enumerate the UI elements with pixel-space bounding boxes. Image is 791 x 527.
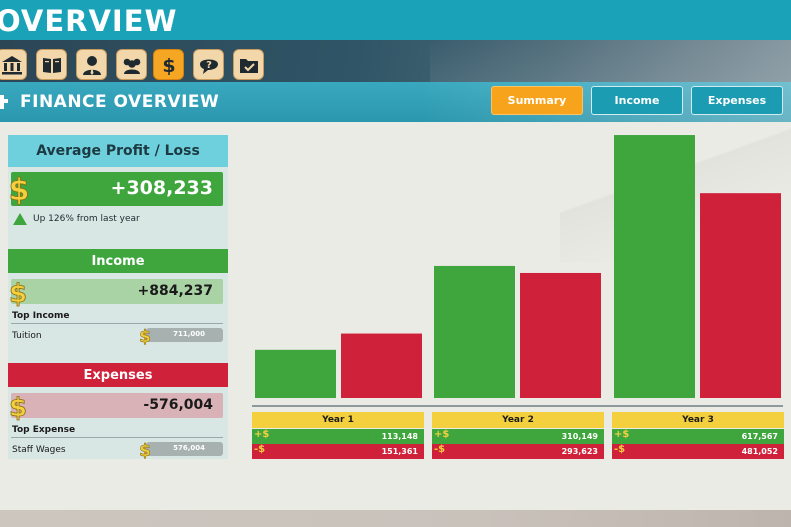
expenses-title: Expenses <box>8 363 228 387</box>
page-title: OVERVIEW <box>0 4 178 38</box>
expense-bar-1 <box>341 333 422 398</box>
year-label: Year 2 <box>432 412 604 428</box>
year-expense-row: -$ 481,052 <box>612 444 784 459</box>
year-card: Year 2 +$ 310,149 -$ 293,623 <box>432 412 604 460</box>
svg-text:$: $ <box>9 279 27 307</box>
folder-icon <box>239 58 258 73</box>
question-icon: ? <box>199 59 218 74</box>
row-value: 151,361 <box>381 447 418 456</box>
row-value: 113,148 <box>381 432 418 441</box>
expenses-box: -576,004 <box>11 393 223 418</box>
category-group-button[interactable] <box>116 49 147 80</box>
profit-trend-text: Up 126% from last year <box>33 214 140 224</box>
income-value: +884,237 <box>137 283 214 299</box>
tab-income[interactable]: Income <box>591 86 683 115</box>
dollar-coin-icon: $ <box>139 441 151 459</box>
year-label: Year 3 <box>612 412 784 428</box>
income-bar-2 <box>434 265 515 398</box>
group-icon <box>123 58 140 74</box>
dollar-coin-icon: $ <box>139 327 151 345</box>
category-person-button[interactable] <box>76 49 107 80</box>
top-banner <box>0 0 791 46</box>
row-sign: +$ <box>434 429 450 440</box>
top-expense-item: Staff Wages <box>12 445 66 455</box>
row-sign: -$ <box>434 444 446 455</box>
svg-text:$: $ <box>162 55 175 76</box>
year-income-row: +$ 617,567 <box>612 429 784 444</box>
expenses-value: -576,004 <box>143 397 213 413</box>
year-card: Year 3 +$ 617,567 -$ 481,052 <box>612 412 784 460</box>
book-icon <box>42 57 61 73</box>
year-expense-row: -$ 293,623 <box>432 444 604 459</box>
chart-baseline <box>252 405 783 407</box>
top-income-value: 711,000 <box>173 330 205 338</box>
row-value: 617,567 <box>741 432 778 441</box>
dollar-coin-icon: $ <box>9 393 27 421</box>
person-icon <box>82 55 101 75</box>
top-expense-pill: 576,004 <box>146 442 223 456</box>
year-label: Year 1 <box>252 412 424 428</box>
row-value: 481,052 <box>741 447 778 456</box>
tab-summary[interactable]: Summary <box>491 86 583 115</box>
finance-header-icon <box>0 95 8 109</box>
bank-icon <box>1 55 22 74</box>
finance-overview-title: FINANCE OVERVIEW <box>20 92 220 112</box>
category-help-button[interactable]: ? <box>193 49 224 80</box>
expense-bar-3 <box>700 193 781 398</box>
row-sign: +$ <box>614 429 630 440</box>
row-sign: -$ <box>614 444 626 455</box>
profit-value: +308,233 <box>110 177 213 199</box>
top-expense-label: Top Expense <box>12 425 76 435</box>
top-income-label: Top Income <box>12 311 70 321</box>
category-book-button[interactable] <box>36 49 67 80</box>
profit-trend: Up 126% from last year <box>13 213 140 225</box>
up-arrow-icon <box>13 213 27 225</box>
year-expense-row: -$ 151,361 <box>252 444 424 459</box>
divider <box>11 437 223 438</box>
category-bar-shade <box>430 40 791 82</box>
dollar-coin-icon: $ <box>9 279 27 307</box>
dollar-icon: $ <box>162 55 175 76</box>
svg-text:$: $ <box>139 441 151 459</box>
tab-expenses[interactable]: Expenses <box>691 86 783 115</box>
svg-text:?: ? <box>206 60 212 71</box>
bottom-band <box>0 510 791 527</box>
dollar-coin-icon: $ <box>9 173 30 206</box>
category-bank-button[interactable] <box>0 49 27 80</box>
svg-text:$: $ <box>9 173 29 206</box>
top-income-item: Tuition <box>12 331 42 341</box>
category-finance-button[interactable]: $ <box>153 49 184 80</box>
row-value: 293,623 <box>561 447 598 456</box>
divider <box>11 323 223 324</box>
income-bar-3 <box>614 135 695 398</box>
row-sign: +$ <box>254 429 270 440</box>
top-income-pill: 711,000 <box>146 328 223 342</box>
year-card: Year 1 +$ 113,148 -$ 151,361 <box>252 412 424 460</box>
profit-box: +308,233 <box>11 172 223 206</box>
year-income-row: +$ 310,149 <box>432 429 604 444</box>
category-folder-button[interactable] <box>233 49 264 80</box>
profit-title: Average Profit / Loss <box>8 135 228 167</box>
expense-bar-2 <box>520 272 601 398</box>
income-bar-1 <box>255 349 336 398</box>
year-income-row: +$ 113,148 <box>252 429 424 444</box>
row-value: 310,149 <box>561 432 598 441</box>
svg-text:$: $ <box>139 327 151 345</box>
row-sign: -$ <box>254 444 266 455</box>
svg-text:$: $ <box>9 393 27 421</box>
income-box: +884,237 <box>11 279 223 304</box>
top-expense-value: 576,004 <box>173 444 205 452</box>
income-title: Income <box>8 249 228 273</box>
